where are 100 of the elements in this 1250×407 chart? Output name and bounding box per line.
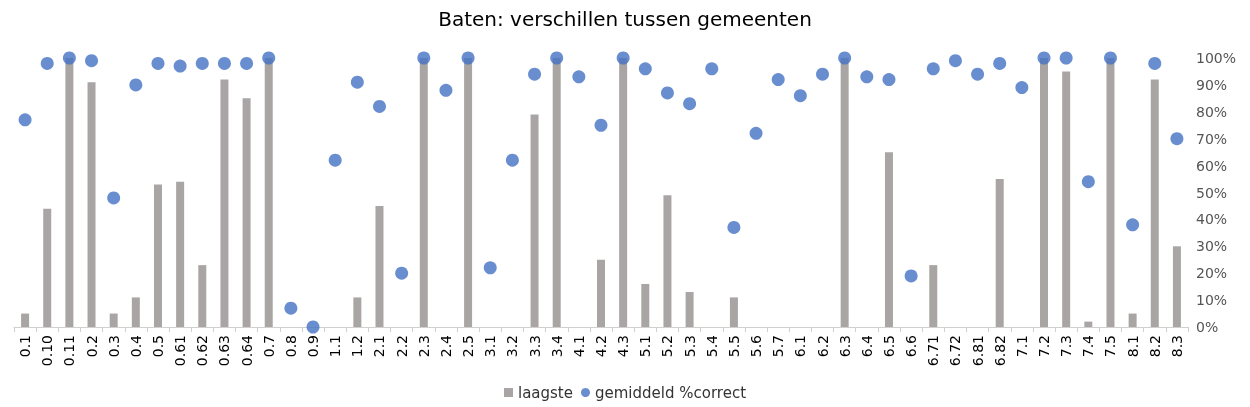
point <box>18 113 32 127</box>
x-tick-label: 2.1 <box>371 335 388 358</box>
point <box>948 54 962 68</box>
point <box>838 51 852 65</box>
bar <box>530 114 539 327</box>
point <box>904 269 918 283</box>
bar <box>21 313 30 327</box>
bar <box>242 98 251 327</box>
x-tick-label: 2.5 <box>460 335 477 358</box>
point <box>749 126 763 140</box>
bar <box>995 179 1004 327</box>
x-tick-label: 0.11 <box>61 335 78 367</box>
y-tick-label: 0% <box>1196 319 1219 335</box>
x-tick-label: 0.63 <box>216 335 233 367</box>
bar <box>884 152 893 327</box>
x-tick-label: 5.6 <box>748 334 765 358</box>
legend-label: laagste <box>517 383 573 402</box>
y-tick-label: 80% <box>1196 103 1228 120</box>
x-tick-label: 6.72 <box>947 335 964 367</box>
x-tick-label: 6.71 <box>925 335 942 367</box>
y-tick-label: 10% <box>1196 292 1228 309</box>
bar <box>1128 313 1137 327</box>
x-tick-label: 0.1 <box>17 335 34 358</box>
x-tick-label: 5.3 <box>681 335 698 358</box>
point <box>306 320 320 334</box>
point <box>439 83 453 97</box>
point <box>107 191 121 205</box>
x-tick-label: 0.2 <box>83 335 100 358</box>
point <box>1170 132 1184 146</box>
point <box>62 51 76 65</box>
x-tick-label: 5.5 <box>725 335 742 358</box>
point <box>528 67 542 81</box>
point <box>284 301 298 315</box>
point <box>1059 51 1073 65</box>
x-tick-label: 5.4 <box>703 334 720 358</box>
point <box>195 56 209 70</box>
point <box>505 153 519 167</box>
bar <box>1172 246 1181 327</box>
chart-title: Baten: verschillen tussen gemeenten <box>438 7 812 31</box>
x-tick-label: 4.1 <box>570 335 587 358</box>
point <box>350 75 364 89</box>
point <box>395 266 409 280</box>
x-tick-label: 0.61 <box>172 335 189 367</box>
point <box>129 78 143 92</box>
point <box>971 67 985 81</box>
x-tick-label: 0.7 <box>260 335 277 358</box>
x-tick-label: 0.62 <box>194 335 211 367</box>
point <box>262 51 276 65</box>
point <box>173 59 187 73</box>
point <box>1148 56 1162 70</box>
bar <box>1062 71 1071 327</box>
point <box>594 118 608 132</box>
x-tick-label: 4.2 <box>593 335 609 358</box>
bar <box>220 79 229 327</box>
point <box>572 70 586 84</box>
point <box>151 56 165 70</box>
point <box>483 261 497 275</box>
point <box>40 56 54 70</box>
bar <box>1084 321 1093 327</box>
bar <box>353 297 362 327</box>
x-tick-label: 7.2 <box>1036 335 1053 358</box>
x-tick-label: 3.2 <box>504 335 521 358</box>
x-tick-label: 8.2 <box>1146 335 1163 358</box>
point <box>461 51 475 65</box>
bar <box>43 208 52 327</box>
bar <box>1150 79 1159 327</box>
point <box>683 97 697 111</box>
point <box>771 73 785 87</box>
x-tick-label: 8.1 <box>1124 335 1141 358</box>
y-tick-label: 40% <box>1196 211 1228 228</box>
point <box>638 62 652 76</box>
x-tick-label: 6.2 <box>814 335 831 358</box>
point <box>1037 51 1051 65</box>
x-tick-label: 0.64 <box>238 334 255 367</box>
point <box>1126 218 1140 232</box>
x-tick-label: 0.4 <box>127 334 144 358</box>
point <box>417 51 431 65</box>
point <box>926 62 940 76</box>
point <box>1103 51 1117 65</box>
bar <box>641 283 650 327</box>
x-tick-label: 0.5 <box>149 335 166 358</box>
point <box>616 51 630 65</box>
x-tick-label: 6.3 <box>836 335 853 358</box>
x-tick-label: 1.1 <box>327 335 344 358</box>
bar <box>109 313 118 327</box>
bar <box>597 259 605 327</box>
bar <box>153 184 162 327</box>
x-tick-label: 2.4 <box>437 334 454 358</box>
x-tick-label: 6.81 <box>969 335 986 367</box>
bar <box>375 205 384 327</box>
bar <box>729 297 738 327</box>
point <box>816 67 830 81</box>
x-tick-label: 6.4 <box>858 334 875 358</box>
x-tick-label: 0.8 <box>282 335 299 358</box>
bar <box>929 265 938 327</box>
x-tick-label: 6.6 <box>903 334 920 358</box>
point <box>993 56 1007 70</box>
x-tick-label: 7.4 <box>1080 334 1097 358</box>
x-tick-label: 6.1 <box>792 335 809 358</box>
bar <box>176 181 185 327</box>
